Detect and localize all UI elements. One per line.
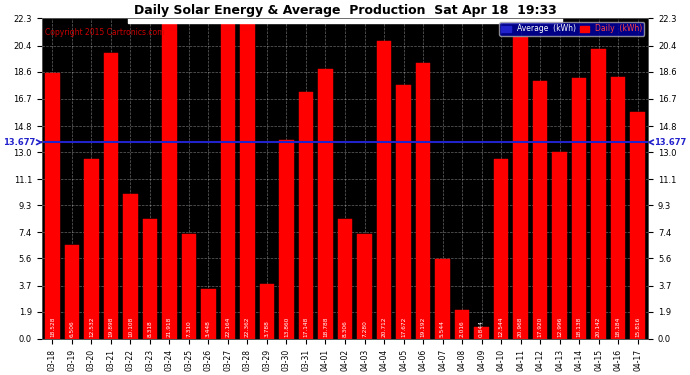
Bar [65, 245, 79, 339]
Bar [357, 234, 371, 339]
Text: 19.192: 19.192 [420, 317, 426, 337]
Text: Copyright 2015 Cartronics.com: Copyright 2015 Cartronics.com [45, 28, 164, 37]
Text: 17.920: 17.920 [538, 316, 542, 337]
Bar [241, 18, 255, 339]
Text: 7.280: 7.280 [362, 320, 367, 337]
Bar [631, 111, 644, 339]
Bar [533, 81, 547, 339]
Text: 17.672: 17.672 [401, 317, 406, 337]
Legend: Average  (kWh), Daily  (kWh): Average (kWh), Daily (kWh) [499, 22, 644, 36]
Bar [435, 259, 449, 339]
Text: 18.788: 18.788 [323, 316, 328, 337]
Bar [260, 284, 274, 339]
Text: 5.544: 5.544 [440, 320, 445, 337]
Text: 7.310: 7.310 [186, 320, 192, 337]
Bar [475, 327, 489, 339]
Bar [279, 140, 293, 339]
Text: 13.677: 13.677 [3, 138, 36, 147]
Text: 20.712: 20.712 [382, 316, 386, 337]
Bar [611, 78, 625, 339]
Text: 10.108: 10.108 [128, 317, 133, 337]
Bar [572, 78, 586, 339]
Text: 0.844: 0.844 [479, 320, 484, 337]
Text: 22.362: 22.362 [245, 316, 250, 337]
Text: 3.448: 3.448 [206, 320, 211, 337]
Bar [494, 159, 508, 339]
Text: 19.898: 19.898 [108, 316, 113, 337]
Text: 18.528: 18.528 [50, 316, 55, 337]
Bar [104, 53, 118, 339]
Bar [162, 24, 177, 339]
Bar [553, 152, 566, 339]
Bar [84, 159, 99, 339]
Text: 18.184: 18.184 [615, 317, 620, 337]
Text: 8.318: 8.318 [148, 320, 152, 337]
Text: 20.142: 20.142 [596, 316, 601, 337]
Text: 21.918: 21.918 [167, 317, 172, 337]
Bar [455, 310, 469, 339]
Text: 12.532: 12.532 [89, 316, 94, 337]
Bar [513, 38, 528, 339]
Text: 13.677: 13.677 [654, 138, 687, 147]
Text: 20.968: 20.968 [518, 316, 523, 337]
Bar [591, 50, 606, 339]
Title: Daily Solar Energy & Average  Production  Sat Apr 18  19:33: Daily Solar Energy & Average Production … [134, 4, 556, 17]
Text: 17.148: 17.148 [304, 317, 308, 337]
Text: 18.138: 18.138 [577, 317, 582, 337]
Bar [182, 234, 196, 339]
Text: 2.016: 2.016 [460, 321, 464, 337]
Bar [299, 92, 313, 339]
Text: 3.788: 3.788 [264, 320, 270, 337]
Bar [221, 20, 235, 339]
Bar [397, 85, 411, 339]
Bar [319, 69, 333, 339]
Text: 13.860: 13.860 [284, 317, 289, 337]
Text: 12.544: 12.544 [498, 316, 504, 337]
Bar [338, 219, 352, 339]
Bar [201, 289, 215, 339]
Bar [143, 219, 157, 339]
Text: 6.506: 6.506 [70, 321, 75, 337]
Bar [416, 63, 430, 339]
Text: 8.306: 8.306 [342, 320, 348, 337]
Bar [377, 41, 391, 339]
Text: 15.816: 15.816 [635, 317, 640, 337]
Text: 22.164: 22.164 [226, 317, 230, 337]
Text: 12.996: 12.996 [557, 317, 562, 337]
Bar [46, 72, 59, 339]
Bar [124, 194, 137, 339]
